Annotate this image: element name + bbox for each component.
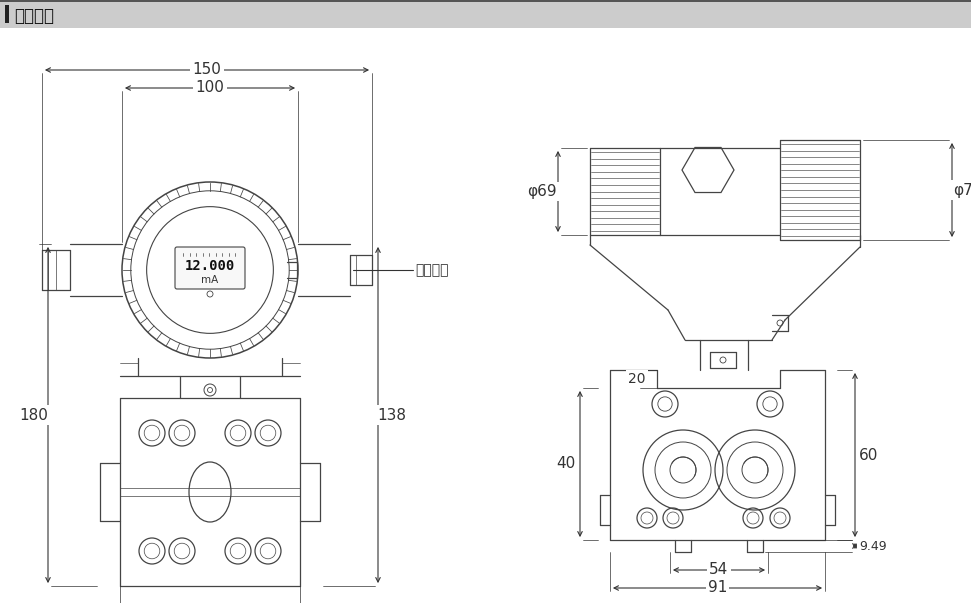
Text: 100: 100 [195,80,224,95]
Text: 产品尺寸: 产品尺寸 [14,7,54,25]
Text: 150: 150 [192,63,221,78]
Text: φ69: φ69 [527,184,556,199]
Text: 20: 20 [628,372,646,386]
FancyBboxPatch shape [175,247,245,289]
Bar [5,5,9,23]
Text: φ77: φ77 [954,183,971,198]
Text: 12.000: 12.000 [184,259,235,273]
Text: 40: 40 [556,456,576,472]
Text: 9.49: 9.49 [859,540,887,552]
Text: 54: 54 [710,563,728,578]
Text: 60: 60 [859,447,879,463]
Bar [0,0,971,28]
Text: 防爆接头: 防爆接头 [415,263,449,277]
Text: 180: 180 [19,408,49,423]
Text: 138: 138 [378,408,407,423]
Text: mA: mA [201,275,218,285]
Bar [0,0,971,2]
Text: 91: 91 [708,581,727,596]
